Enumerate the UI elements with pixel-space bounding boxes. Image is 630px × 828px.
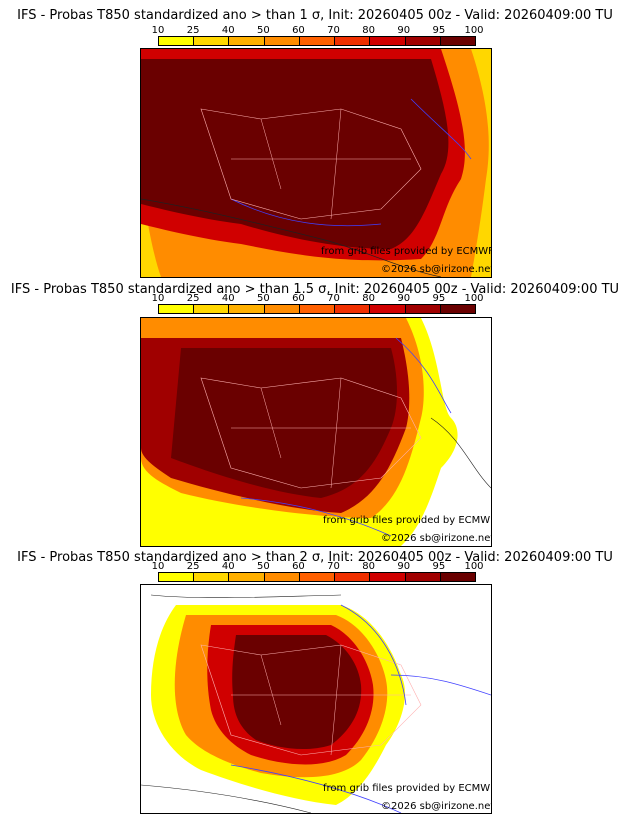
panel-1-title: IFS - Probas T850 standardized ano > tha… bbox=[17, 8, 613, 23]
colorbar-segment bbox=[370, 37, 406, 45]
copyright-credit: ©2026 sb@irizone.net bbox=[381, 801, 492, 812]
panel-3-title: IFS - Probas T850 standardized ano > tha… bbox=[17, 550, 613, 565]
colorbar-2-ticks: 10 25 40 50 60 70 80 90 95 100 bbox=[152, 293, 484, 304]
colorbar-3 bbox=[158, 572, 476, 582]
colorbar-segment bbox=[264, 305, 300, 313]
colorbar-segment bbox=[335, 305, 371, 313]
colorbar-segment bbox=[194, 573, 230, 581]
colorbar-tick-label: 60 bbox=[292, 25, 305, 36]
colorbar-segment bbox=[229, 573, 265, 581]
colorbar-tick-label: 60 bbox=[292, 561, 305, 572]
colorbar-segment bbox=[194, 37, 230, 45]
colorbar-tick-label: 80 bbox=[362, 561, 376, 572]
colorbar-tick-label: 25 bbox=[186, 25, 200, 36]
colorbar-segment bbox=[370, 573, 406, 581]
colorbar-segment bbox=[264, 37, 300, 45]
colorbar-tick-label: 40 bbox=[221, 25, 235, 36]
colorbar-tick-label: 80 bbox=[362, 25, 376, 36]
colorbar-tick-label: 95 bbox=[432, 25, 446, 36]
colorbar-segment bbox=[335, 37, 371, 45]
colorbar-tick-label: 95 bbox=[432, 293, 446, 304]
probability-map-3 bbox=[141, 585, 491, 813]
colorbar-2 bbox=[158, 304, 476, 314]
colorbar-segment bbox=[335, 573, 371, 581]
colorbar-tick-label: 25 bbox=[186, 561, 200, 572]
colorbar-tick-label: 70 bbox=[327, 561, 340, 572]
colorbar-segment bbox=[405, 305, 441, 313]
colorbar-segment bbox=[299, 573, 336, 581]
colorbar-tick-label: 90 bbox=[397, 293, 411, 304]
colorbar-segment bbox=[159, 573, 195, 581]
colorbar-tick-label: 95 bbox=[432, 561, 446, 572]
copyright-credit: ©2026 sb@irizone.net bbox=[381, 264, 492, 275]
colorbar-3-ticks: 10 25 40 50 60 70 80 90 95 100 bbox=[152, 561, 484, 572]
colorbar-tick-label: 100 bbox=[464, 25, 484, 36]
colorbar-segment bbox=[229, 37, 265, 45]
colorbar-segment bbox=[299, 305, 336, 313]
grib-credit: from grib files provided by ECMWF bbox=[321, 246, 492, 257]
colorbar-tick-label: 80 bbox=[362, 293, 376, 304]
colorbar-tick-label: 60 bbox=[292, 293, 305, 304]
colorbar-tick-label: 50 bbox=[256, 561, 270, 572]
colorbar-segment bbox=[440, 37, 475, 45]
colorbar-segment bbox=[440, 573, 475, 581]
colorbar-segment bbox=[159, 37, 195, 45]
colorbar-segment bbox=[370, 305, 406, 313]
colorbar-segment bbox=[440, 305, 475, 313]
colorbar-tick-label: 10 bbox=[151, 293, 165, 304]
copyright-credit: ©2026 sb@irizone.net bbox=[381, 533, 492, 544]
colorbar-tick-label: 10 bbox=[151, 561, 165, 572]
colorbar-tick-label: 40 bbox=[221, 561, 235, 572]
colorbar-tick-label: 90 bbox=[397, 25, 411, 36]
grib-credit: from grib files provided by ECMWF bbox=[323, 515, 492, 526]
colorbar-tick-label: 25 bbox=[186, 293, 200, 304]
colorbar-tick-label: 90 bbox=[397, 561, 411, 572]
colorbar-tick-label: 10 bbox=[151, 25, 165, 36]
map-panel-2: from grib files provided by ECMWF ©2026 … bbox=[140, 317, 492, 547]
colorbar-segment bbox=[299, 37, 336, 45]
colorbar-tick-label: 100 bbox=[464, 293, 484, 304]
map-panel-3: from grib files provided by ECMWF ©2026 … bbox=[140, 584, 492, 814]
probability-map-1 bbox=[141, 49, 491, 277]
colorbar-tick-label: 50 bbox=[256, 293, 270, 304]
grib-credit: from grib files provided by ECMWF bbox=[323, 783, 492, 794]
colorbar-segment bbox=[229, 305, 265, 313]
colorbar-tick-label: 70 bbox=[327, 25, 340, 36]
colorbar-1 bbox=[158, 36, 476, 46]
colorbar-tick-label: 50 bbox=[256, 25, 270, 36]
map-panel-1: from grib files provided by ECMWF ©2026 … bbox=[140, 48, 492, 278]
colorbar-segment bbox=[159, 305, 195, 313]
colorbar-segment bbox=[405, 37, 441, 45]
colorbar-segment bbox=[194, 305, 230, 313]
colorbar-tick-label: 70 bbox=[327, 293, 340, 304]
panel-2-title: IFS - Probas T850 standardized ano > tha… bbox=[10, 282, 620, 297]
probability-map-2 bbox=[141, 318, 491, 546]
colorbar-segment bbox=[405, 573, 441, 581]
colorbar-1-ticks: 10 25 40 50 60 70 80 90 95 100 bbox=[152, 25, 484, 36]
colorbar-tick-label: 100 bbox=[464, 561, 484, 572]
colorbar-tick-label: 40 bbox=[221, 293, 235, 304]
colorbar-segment bbox=[264, 573, 300, 581]
